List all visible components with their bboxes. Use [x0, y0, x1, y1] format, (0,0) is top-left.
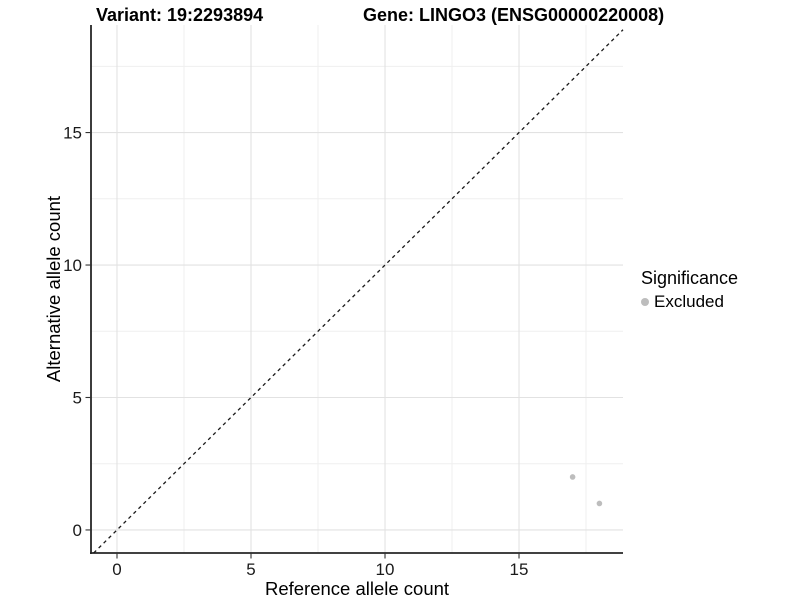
y-tick-label: 0: [73, 521, 82, 540]
legend-point-icon: [641, 298, 649, 306]
data-point: [569, 474, 576, 480]
x-tick-label: 5: [246, 560, 255, 579]
variant-title: Variant: 19:2293894: [96, 5, 264, 25]
x-tick-label: 10: [376, 560, 395, 579]
legend: Significance Excluded: [641, 268, 738, 312]
x-axis-title: Reference allele count: [264, 578, 450, 599]
legend-entry-label: Excluded: [654, 292, 724, 311]
x-tick-label: 0: [112, 560, 121, 579]
data-point: [596, 500, 603, 507]
y-tick-label: 5: [73, 388, 82, 407]
identity-reference-line: [93, 29, 624, 554]
y-tick-label: 15: [63, 124, 82, 143]
legend-entry-excluded: Excluded: [641, 292, 738, 312]
gene-title: Gene: LINGO3 (ENSG00000220008): [363, 5, 665, 25]
y-axis-title: Alternative allele count: [43, 195, 64, 383]
x-tick-label: 15: [510, 560, 529, 579]
y-tick-label: 10: [63, 256, 82, 275]
legend-title: Significance: [641, 268, 739, 288]
